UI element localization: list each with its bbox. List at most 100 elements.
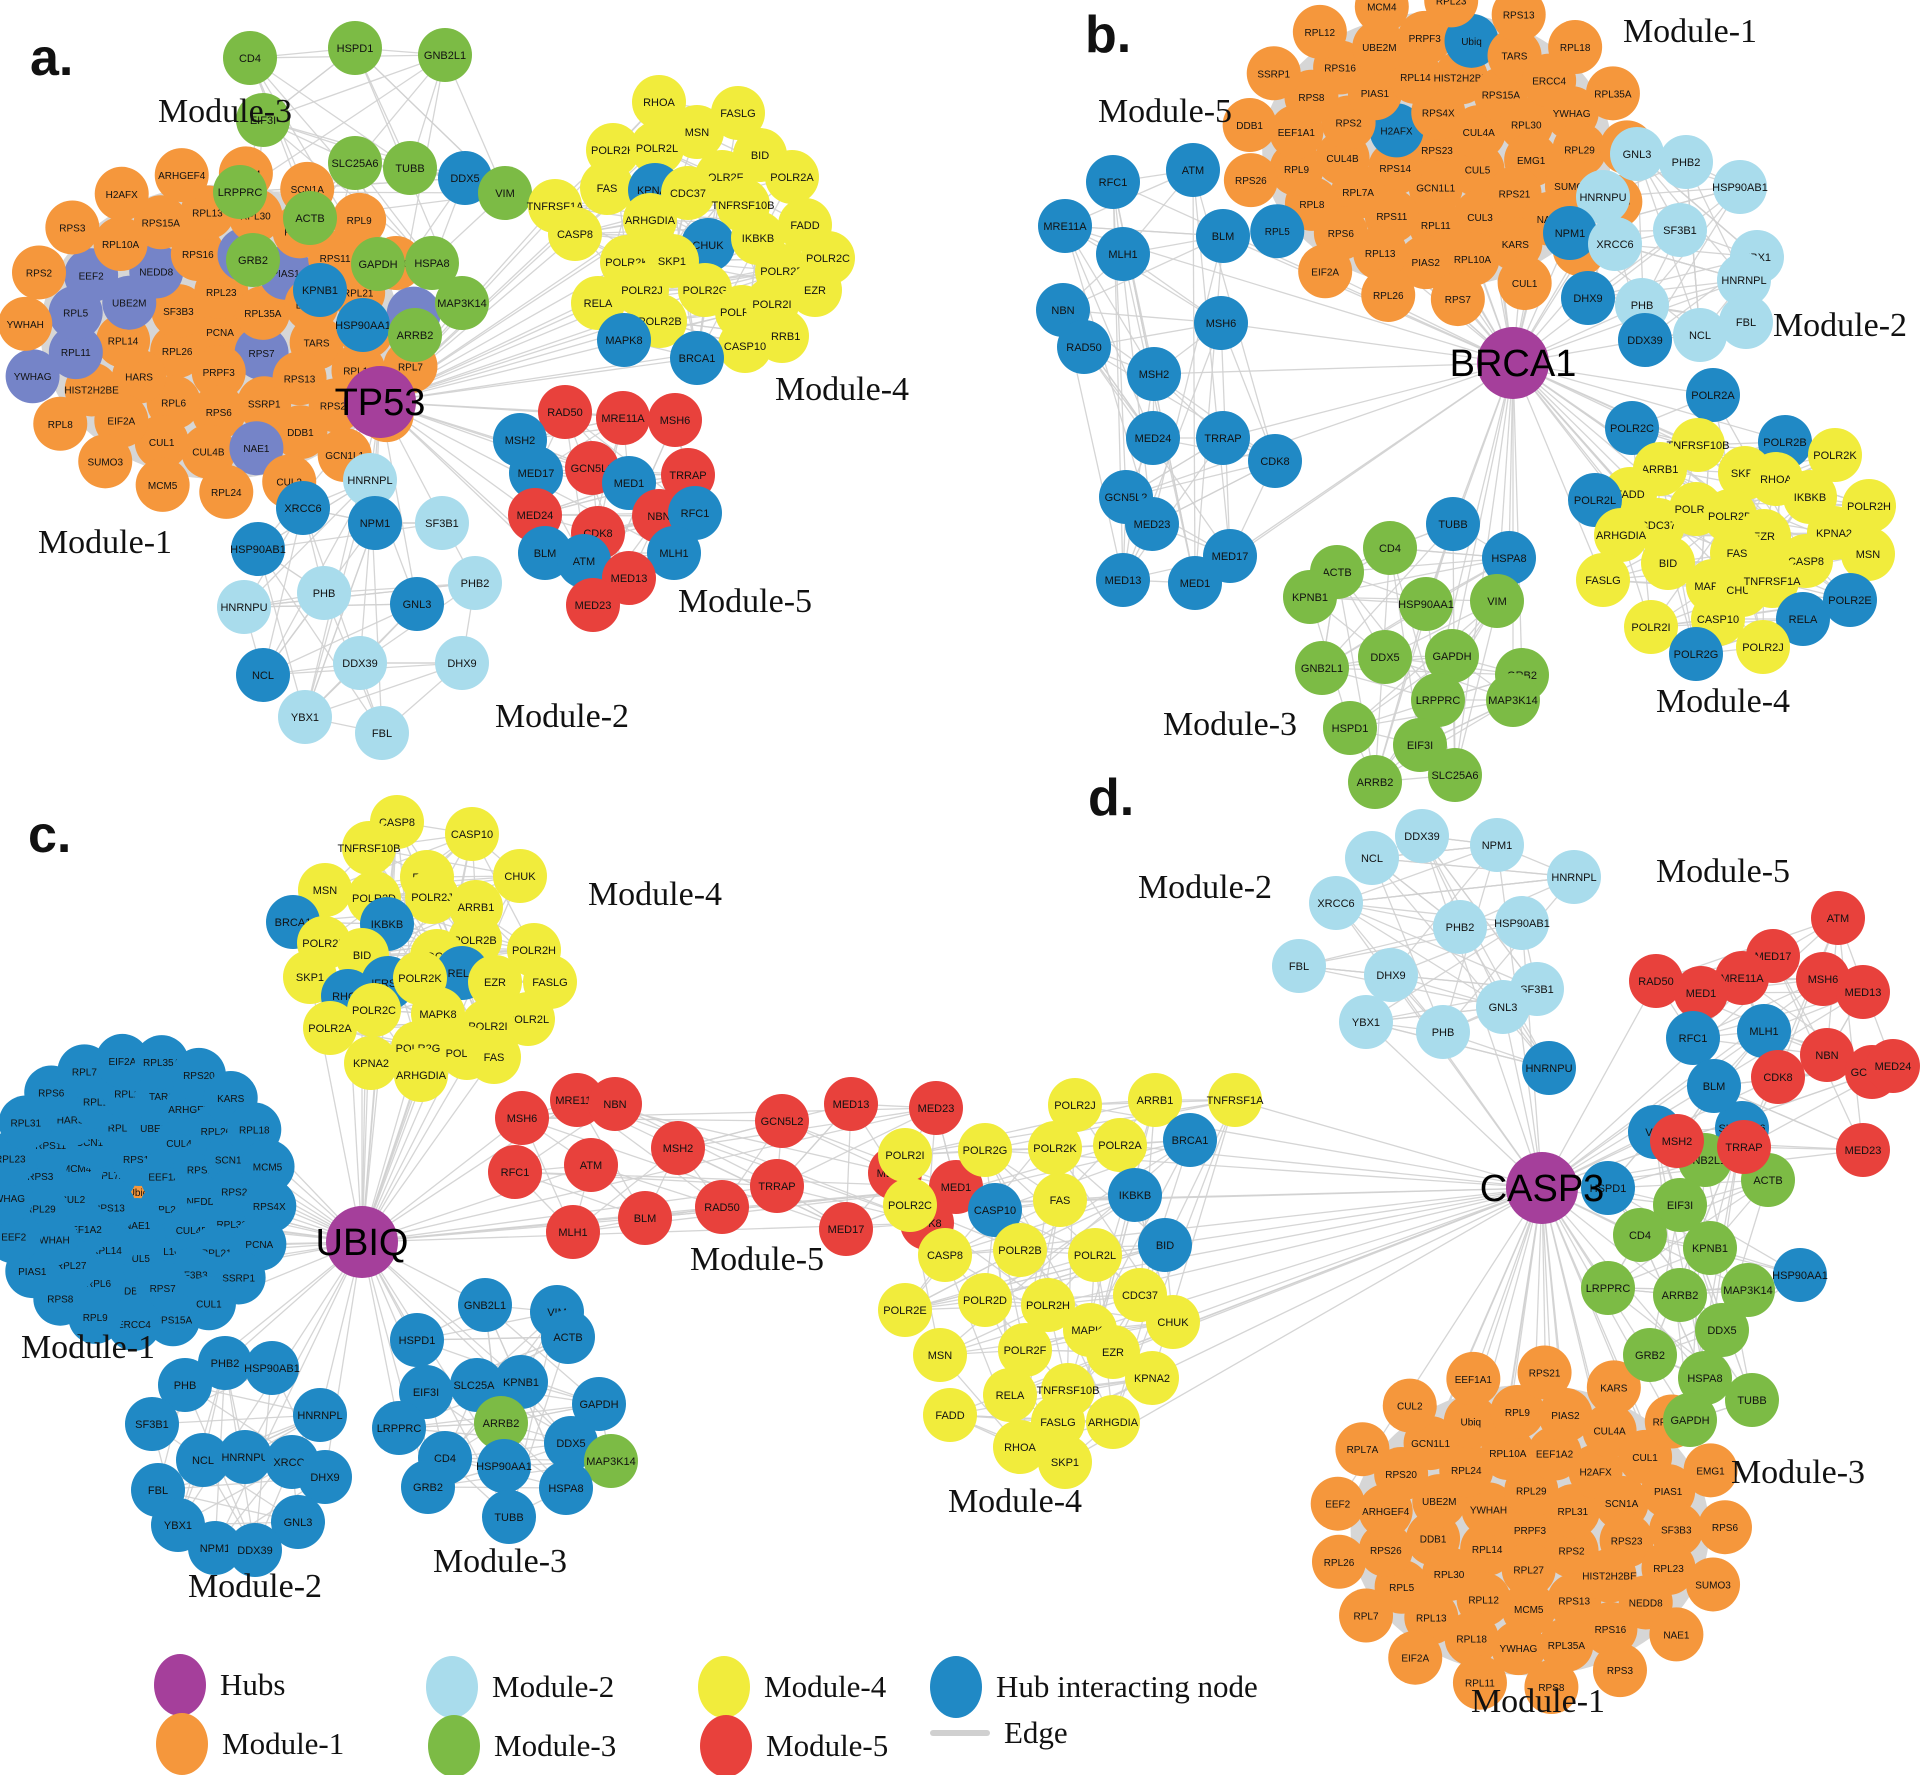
node-fadd[interactable]: FADD <box>923 1388 977 1442</box>
node-rps3[interactable]: RPS3 <box>1592 1643 1647 1698</box>
node-grb2[interactable]: GRB2 <box>226 233 280 287</box>
node-rela[interactable]: RELA <box>1776 592 1830 646</box>
node-grb2[interactable]: GRB2 <box>401 1460 455 1514</box>
node-mlh1[interactable]: MLH1 <box>546 1205 600 1259</box>
node-med23[interactable]: MED23 <box>909 1081 963 1135</box>
node-polr2k[interactable]: POLR2K <box>1808 428 1862 482</box>
node-lrpprc[interactable]: LRPPRC <box>372 1401 426 1455</box>
node-hnrnpu[interactable]: HNRNPU <box>1522 1041 1576 1095</box>
node-ube2m[interactable]: UBE2M <box>1352 20 1407 75</box>
node-skp1[interactable]: SKP1 <box>1038 1435 1092 1489</box>
node-kpna2[interactable]: KPNA2 <box>1125 1351 1179 1405</box>
node-med13[interactable]: MED13 <box>824 1077 878 1131</box>
node-mre11a[interactable]: MRE11A <box>596 391 650 445</box>
node-rfc1[interactable]: RFC1 <box>1086 155 1140 209</box>
node-gapdh[interactable]: GAPDH <box>1663 1393 1717 1447</box>
node-trrap[interactable]: TRRAP <box>1717 1120 1771 1174</box>
node-mlh1[interactable]: MLH1 <box>1096 227 1150 281</box>
node-polr2j[interactable]: POLR2J <box>1048 1078 1102 1132</box>
node-rhoa[interactable]: RHOA <box>993 1420 1047 1474</box>
node-fbl[interactable]: FBL <box>1272 939 1326 993</box>
node-gnl3[interactable]: GNL3 <box>1476 980 1530 1034</box>
node-hspd1[interactable]: HSPD1 <box>1581 1161 1635 1215</box>
node-casp10[interactable]: CASP10 <box>718 319 772 373</box>
node-pias2[interactable]: PIAS2 <box>1398 235 1453 290</box>
node-phb2[interactable]: PHB2 <box>198 1336 252 1390</box>
node-ezr[interactable]: EZR <box>788 263 842 317</box>
node-ddx5[interactable]: DDX5 <box>1695 1303 1749 1357</box>
node-med13[interactable]: MED13 <box>1096 553 1150 607</box>
node-gnb2l1[interactable]: GNB2L1 <box>418 28 472 82</box>
node-arhgdia[interactable]: ARHGDIA <box>623 193 677 247</box>
node-ubiq[interactable]: Ubiq <box>1444 13 1499 68</box>
node-rpl14[interactable]: RPL14 <box>1460 1521 1515 1576</box>
node-rpl5[interactable]: RPL5 <box>1250 204 1305 259</box>
node-polr2e[interactable]: POLR2E <box>1823 573 1877 627</box>
node-hsp90aa1[interactable]: HSP90AA1 <box>476 1439 532 1493</box>
node-chuk[interactable]: CHUK <box>493 849 547 903</box>
node-tubb[interactable]: TUBB <box>383 141 437 195</box>
node-msn[interactable]: MSN <box>913 1328 967 1382</box>
node-rpl27[interactable]: RPL27 <box>1501 1542 1556 1597</box>
node-med24[interactable]: MED24 <box>1866 1039 1920 1093</box>
node-dhx9[interactable]: DHX9 <box>1364 948 1418 1002</box>
node-rad50[interactable]: RAD50 <box>695 1180 749 1234</box>
node-hspa8[interactable]: HSPA8 <box>539 1461 593 1515</box>
node-xrcc6[interactable]: XRCC6 <box>276 481 330 535</box>
node-arrb2[interactable]: ARRB2 <box>1348 755 1402 809</box>
node-rps2[interactable]: RPS2 <box>11 245 66 300</box>
node-rpl12[interactable]: RPL12 <box>1292 4 1347 59</box>
node-rps16[interactable]: RPS16 <box>170 227 225 282</box>
node-ddb1[interactable]: DDB1 <box>1222 98 1277 153</box>
node-med23[interactable]: MED23 <box>1125 497 1179 551</box>
node-slc25a6[interactable]: SLC25A6 <box>1428 748 1482 802</box>
node-cdc37[interactable]: CDC37 <box>661 166 715 220</box>
node-casp8[interactable]: CASP8 <box>548 207 602 261</box>
node-arrb2[interactable]: ARRB2 <box>388 308 442 362</box>
node-h2afx[interactable]: H2AFX <box>94 166 149 221</box>
node-lrpprc[interactable]: LRPPRC <box>1411 673 1465 727</box>
node-polr2a[interactable]: POLR2A <box>1686 368 1740 422</box>
node-cd4[interactable]: CD4 <box>223 31 277 85</box>
hub-node-brca1[interactable]: BRCA1 <box>1450 327 1577 399</box>
node-fas[interactable]: FAS <box>580 161 634 215</box>
node-hspd1[interactable]: HSPD1 <box>390 1313 444 1367</box>
node-rpl26[interactable]: RPL26 <box>1311 1534 1366 1589</box>
node-fas[interactable]: FAS <box>467 1030 521 1084</box>
node-eif3i[interactable]: EIF3I <box>1653 1178 1707 1232</box>
node-dhx9[interactable]: DHX9 <box>1561 271 1615 325</box>
node-gnl3[interactable]: GNL3 <box>390 577 444 631</box>
node-phb[interactable]: PHB <box>1416 1005 1470 1059</box>
node-pcna[interactable]: PCNA <box>193 305 247 359</box>
node-cdk8[interactable]: CDK8 <box>1248 434 1302 488</box>
node-hsp90ab1[interactable]: HSP90AB1 <box>1494 896 1550 950</box>
node-casp10[interactable]: CASP10 <box>968 1183 1022 1237</box>
node-rps15a[interactable]: RPS15A <box>133 195 188 250</box>
node-polr2j[interactable]: POLR2J <box>405 870 459 924</box>
node-gnb2l1[interactable]: GNB2L1 <box>1295 641 1349 695</box>
node-mcm4[interactable]: MCM4 <box>1354 0 1409 34</box>
node-msh2[interactable]: MSH2 <box>1127 347 1181 401</box>
node-bid[interactable]: BID <box>1138 1218 1192 1272</box>
node-ddx5[interactable]: DDX5 <box>1358 630 1412 684</box>
node-kars[interactable]: KARS <box>1586 1360 1641 1415</box>
node-sumo3[interactable]: SUMO3 <box>1686 1557 1741 1612</box>
hub-node-casp3[interactable]: CASP3 <box>1480 1152 1605 1224</box>
node-mapk8[interactable]: MAPK8 <box>597 313 651 367</box>
node-ncl[interactable]: NCL <box>176 1433 230 1487</box>
node-rpl11[interactable]: RPL11 <box>1452 1655 1507 1710</box>
node-rps21[interactable]: RPS21 <box>1517 1345 1572 1400</box>
node-med17[interactable]: MED17 <box>509 446 563 500</box>
node-gapdh[interactable]: GAPDH <box>351 237 405 291</box>
node-pias2[interactable]: PIAS2 <box>1538 1388 1593 1443</box>
node-xrcc6[interactable]: XRCC6 <box>1309 876 1363 930</box>
node-eif2a[interactable]: EIF2A <box>1298 244 1353 299</box>
node-phb2[interactable]: PHB2 <box>1659 135 1713 189</box>
node-rpl24[interactable]: RPL24 <box>199 464 254 519</box>
node-polr2l[interactable]: POLR2L <box>501 992 555 1046</box>
node-ywhah[interactable]: YWHAH <box>0 296 53 351</box>
node-polr2f[interactable]: POLR2F <box>998 1323 1052 1377</box>
node-polr2g[interactable]: POLR2G <box>1669 627 1723 681</box>
node-rfc1[interactable]: RFC1 <box>488 1145 542 1199</box>
node-eif3i[interactable]: EIF3I <box>1393 718 1447 772</box>
